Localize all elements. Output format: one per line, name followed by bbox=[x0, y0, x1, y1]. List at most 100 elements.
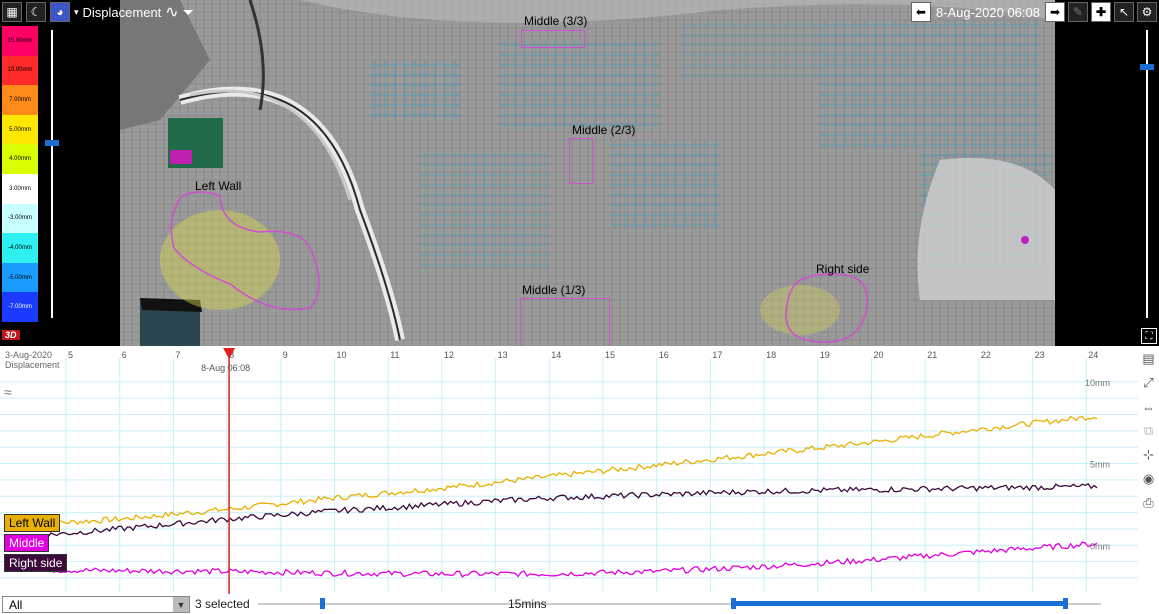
color-legend: 15.00mm 10.00mm 7.00mm 5.00mm 4.00mm 3.0… bbox=[2, 26, 38, 322]
badge-3d[interactable]: 3D bbox=[2, 330, 20, 340]
y-tick-label: 10mm bbox=[1085, 378, 1110, 388]
x-tick-label: 11 bbox=[390, 350, 399, 360]
slider-thumb[interactable] bbox=[1140, 64, 1154, 70]
show-series-icon[interactable]: ◉ bbox=[1142, 471, 1155, 486]
expand-icon[interactable]: ⤢ bbox=[1143, 375, 1154, 390]
series-line bbox=[38, 541, 1098, 578]
series-label-middle[interactable]: Middle bbox=[4, 534, 50, 552]
x-tick-label: 24 bbox=[1088, 350, 1098, 360]
current-date: 8-Aug-2020 06:08 bbox=[935, 4, 1040, 20]
series-line bbox=[39, 482, 1098, 539]
pan-icon[interactable]: ⇔ bbox=[1142, 399, 1155, 415]
region-box-middle-2[interactable] bbox=[569, 138, 593, 184]
chevron-down-icon[interactable]: ▼ bbox=[173, 597, 189, 612]
region-box-middle-1[interactable] bbox=[520, 298, 610, 346]
caret-down-icon[interactable]: ▾ bbox=[74, 6, 79, 17]
legend-tick: 15.00mm bbox=[2, 26, 38, 56]
x-tick-label: 6 bbox=[122, 350, 127, 360]
x-tick-label: 23 bbox=[1035, 350, 1045, 360]
mode-label[interactable]: Displacement bbox=[82, 4, 162, 20]
fit-view-icon[interactable]: ⛶ bbox=[1141, 328, 1157, 344]
series-filter-dropdown[interactable]: All ▼ bbox=[2, 596, 190, 613]
legend-tick: -5.00mm bbox=[2, 262, 38, 293]
x-tick-label: 7 bbox=[175, 350, 180, 360]
filter-icon[interactable]: ⏷ bbox=[182, 3, 194, 20]
chart-date-line: 3-Aug-2020 bbox=[5, 350, 53, 360]
x-tick-label: 12 bbox=[444, 350, 454, 360]
curve-icon[interactable]: ≈ bbox=[4, 384, 12, 400]
region-label-left-wall: Left Wall bbox=[195, 179, 242, 193]
x-tick-label: 17 bbox=[712, 350, 722, 360]
x-tick-label: 22 bbox=[981, 350, 991, 360]
pencil-icon[interactable]: ✎ bbox=[1068, 2, 1088, 22]
series-line bbox=[38, 415, 1098, 527]
region-label-middle-2: Middle (2/3) bbox=[572, 123, 636, 137]
x-tick-label: 13 bbox=[498, 350, 508, 360]
x-tick-label: 14 bbox=[551, 350, 561, 360]
x-tick-label: 20 bbox=[874, 350, 884, 360]
region-label-middle-1: Middle (1/3) bbox=[522, 283, 586, 297]
chart-tools: ▤ ⤢ ⇔ ⧉ ⊹ ◉ ⎙ bbox=[1138, 346, 1159, 614]
legend-tick: 10.00mm bbox=[2, 55, 38, 86]
export-icon[interactable]: ⎙ bbox=[1143, 495, 1154, 510]
curve-icon[interactable]: ∿ bbox=[165, 4, 179, 21]
checker-icon[interactable]: ▦ bbox=[2, 2, 22, 22]
region-label-middle-3: Middle (3/3) bbox=[524, 14, 588, 28]
dropdown-value: All bbox=[9, 597, 23, 612]
x-tick-label: 16 bbox=[659, 350, 669, 360]
legend-tick: -7.00mm bbox=[2, 292, 38, 322]
legend-tick: 5.00mm bbox=[2, 114, 38, 145]
time-range-track[interactable] bbox=[258, 603, 1101, 605]
chart-metric-label: Displacement bbox=[5, 360, 60, 370]
chart-svg: 5 6 7 8 9 10 11 12 13 14 15 16 17 18 19 20 21 22 23 24 10mm 5… bbox=[0, 348, 1138, 594]
selection-count: 3 selected bbox=[195, 597, 250, 611]
arrow-left-icon[interactable]: ⬅ bbox=[910, 2, 931, 22]
scan-graphic bbox=[120, 0, 1055, 346]
slider-thumb[interactable] bbox=[45, 140, 59, 146]
palette-icon[interactable]: ◕ bbox=[50, 2, 70, 22]
region-box-left-wall[interactable] bbox=[160, 188, 330, 318]
legend-tick: 3.00mm bbox=[2, 173, 38, 204]
add-series-icon[interactable]: ⊹ bbox=[1143, 447, 1154, 462]
pointer-help-icon[interactable]: ↖ bbox=[1114, 2, 1134, 22]
x-tick-label: 18 bbox=[766, 350, 776, 360]
viewer-toolbar-left: ▦ ☾ ◕ ▾ Displacement ∿ ⏷ bbox=[0, 0, 194, 24]
time-cursor-marker bbox=[223, 348, 236, 359]
point-cloud-viewer[interactable]: Middle (3/3) Middle (2/3) Left Wall Midd… bbox=[0, 0, 1159, 346]
x-tick-label: 5 bbox=[68, 350, 73, 360]
arrow-right-icon[interactable]: ➡ bbox=[1045, 2, 1065, 22]
chart-view-icon[interactable]: ▤ bbox=[1142, 351, 1155, 366]
plus-icon[interactable]: ✚ bbox=[1091, 2, 1111, 22]
y-tick-label: 5mm bbox=[1090, 460, 1110, 470]
copy-icon[interactable]: ⧉ bbox=[1143, 423, 1154, 438]
bottom-bar: All ▼ 3 selected 15mins bbox=[0, 594, 1138, 614]
moon-icon[interactable]: ☾ bbox=[26, 2, 46, 22]
legend-tick: 4.00mm bbox=[2, 144, 38, 174]
interval-thumb[interactable] bbox=[320, 598, 325, 609]
x-tick-label: 9 bbox=[283, 350, 288, 360]
x-tick-label: 15 bbox=[605, 350, 615, 360]
x-tick-label: 21 bbox=[927, 350, 937, 360]
region-box-right-side[interactable] bbox=[780, 272, 875, 346]
region-box-middle-3[interactable] bbox=[521, 30, 585, 48]
interval-label: 15mins bbox=[508, 597, 547, 611]
gear-icon[interactable]: ⚙ bbox=[1137, 2, 1157, 22]
time-range-selection[interactable] bbox=[731, 598, 1068, 609]
legend-tick: -3.00mm bbox=[2, 203, 38, 234]
x-tick-label: 10 bbox=[337, 350, 347, 360]
viewer-toolbar-right: ⬅ 8-Aug-2020 06:08 ➡ ✎ ✚ ↖ ⚙ bbox=[910, 0, 1157, 24]
series-label-right-side[interactable]: Right side bbox=[4, 554, 68, 572]
timeline-chart[interactable]: 5 6 7 8 9 10 11 12 13 14 15 16 17 18 19 20 21 22 23 24 10mm 5… bbox=[0, 346, 1138, 594]
scan-view[interactable]: Middle (3/3) Middle (2/3) Left Wall Midd… bbox=[120, 0, 1055, 346]
chart-start-date: 3-Aug-2020 Displacement bbox=[5, 350, 60, 370]
legend-tick: 7.00mm bbox=[2, 85, 38, 115]
region-label-right-side: Right side bbox=[816, 262, 870, 276]
cursor-date-label: 8-Aug 06:08 bbox=[201, 363, 250, 373]
series-label-left-wall[interactable]: Left Wall bbox=[4, 514, 61, 532]
zoom-slider[interactable] bbox=[1140, 30, 1154, 318]
x-tick-label: 19 bbox=[820, 350, 830, 360]
legend-range-slider[interactable] bbox=[45, 30, 59, 318]
y-tick-label: 0mm bbox=[1090, 541, 1110, 551]
legend-tick: -4.00mm bbox=[2, 233, 38, 263]
